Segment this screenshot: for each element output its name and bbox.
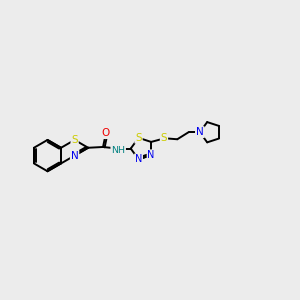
- Text: S: S: [161, 134, 167, 143]
- Text: NH: NH: [111, 146, 125, 155]
- Text: N: N: [196, 127, 204, 137]
- Text: S: S: [71, 135, 78, 145]
- Text: N: N: [71, 151, 79, 160]
- Text: N: N: [196, 127, 204, 137]
- Text: O: O: [102, 128, 110, 138]
- Text: S: S: [135, 133, 142, 143]
- Text: N: N: [135, 154, 142, 164]
- Text: N: N: [148, 150, 155, 160]
